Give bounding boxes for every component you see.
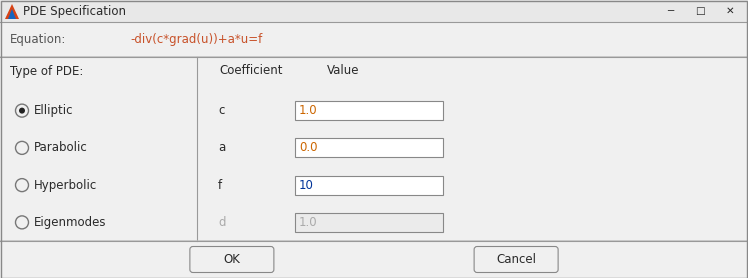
Text: a: a bbox=[218, 142, 225, 154]
Text: Parabolic: Parabolic bbox=[34, 142, 88, 154]
FancyBboxPatch shape bbox=[295, 176, 443, 195]
Polygon shape bbox=[8, 9, 16, 19]
Text: Hyperbolic: Hyperbolic bbox=[34, 179, 97, 192]
Text: Value: Value bbox=[327, 64, 360, 78]
FancyBboxPatch shape bbox=[295, 138, 443, 157]
Text: 10: 10 bbox=[299, 179, 314, 192]
Text: Eigenmodes: Eigenmodes bbox=[34, 216, 106, 229]
Text: 1.0: 1.0 bbox=[299, 104, 318, 117]
Text: Equation:: Equation: bbox=[10, 33, 67, 46]
Text: ✕: ✕ bbox=[726, 6, 735, 16]
Circle shape bbox=[19, 108, 25, 114]
FancyBboxPatch shape bbox=[0, 22, 748, 57]
Polygon shape bbox=[5, 4, 19, 19]
FancyBboxPatch shape bbox=[474, 247, 558, 272]
Text: □: □ bbox=[695, 6, 705, 16]
Text: OK: OK bbox=[224, 253, 240, 266]
Text: Coefficient: Coefficient bbox=[219, 64, 283, 78]
Text: f: f bbox=[218, 179, 222, 192]
FancyBboxPatch shape bbox=[295, 213, 443, 232]
Text: PDE Specification: PDE Specification bbox=[23, 4, 126, 18]
FancyBboxPatch shape bbox=[190, 247, 274, 272]
Text: Elliptic: Elliptic bbox=[34, 104, 73, 117]
Text: ─: ─ bbox=[667, 6, 673, 16]
Text: 1.0: 1.0 bbox=[299, 216, 318, 229]
Text: Type of PDE:: Type of PDE: bbox=[10, 64, 83, 78]
Text: 0.0: 0.0 bbox=[299, 142, 317, 154]
Text: Cancel: Cancel bbox=[496, 253, 536, 266]
FancyBboxPatch shape bbox=[295, 101, 443, 120]
FancyBboxPatch shape bbox=[0, 241, 748, 278]
FancyBboxPatch shape bbox=[0, 0, 748, 22]
Text: c: c bbox=[218, 104, 224, 117]
FancyBboxPatch shape bbox=[0, 57, 197, 241]
Text: d: d bbox=[218, 216, 225, 229]
Text: -div(c*grad(u))+a*u=f: -div(c*grad(u))+a*u=f bbox=[130, 33, 263, 46]
